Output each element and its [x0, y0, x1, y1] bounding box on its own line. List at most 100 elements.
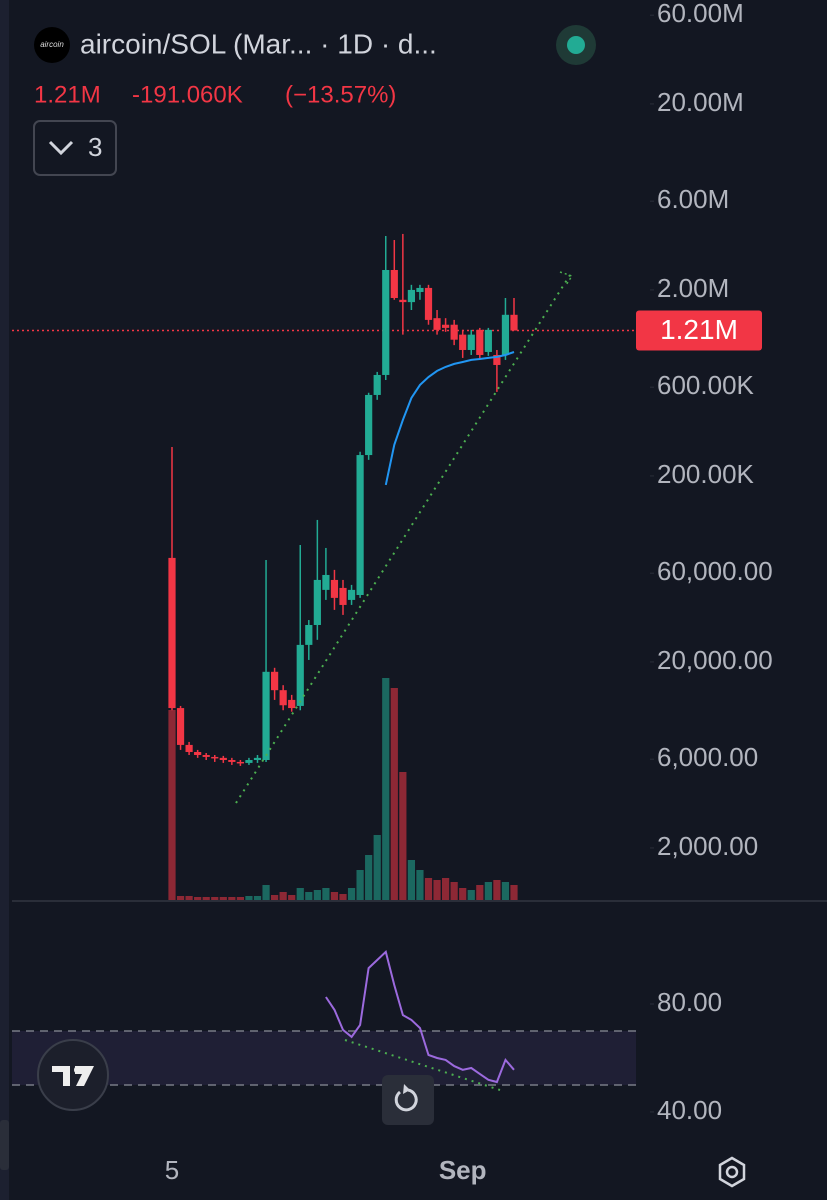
candle-body [185, 744, 193, 752]
volume-bar [253, 896, 262, 900]
candle-body [228, 760, 236, 762]
logo [34, 27, 70, 63]
left-handle[interactable] [0, 1120, 9, 1170]
x-tick-label: Sep [439, 1155, 487, 1185]
reset-button[interactable] [382, 1075, 434, 1125]
volume-bar [442, 878, 450, 900]
y-tick-label: 2,000.00 [657, 831, 758, 861]
volume-bar [305, 892, 313, 900]
candle-body [202, 755, 210, 757]
candle-body [459, 334, 467, 350]
volume-bar [365, 855, 373, 900]
tv-logo-mark [52, 1066, 94, 1086]
volume-bar [219, 897, 227, 900]
candle-body [365, 394, 373, 456]
volume-bar [424, 878, 433, 900]
status-dot [567, 36, 585, 54]
candle-body [168, 557, 176, 709]
candle-body [176, 708, 185, 745]
candle-body [245, 760, 253, 763]
candle-body [322, 574, 330, 590]
settings-icon[interactable] [718, 1156, 746, 1188]
volume-bar [313, 890, 321, 900]
volume-bar [390, 688, 398, 900]
y-tick-label: 6.00M [657, 184, 729, 214]
y-tick-label: 20.00M [657, 87, 744, 117]
rsi-band [12, 1030, 636, 1085]
candle-body [253, 757, 262, 761]
legend-change-pct: (−13.57%) [285, 81, 396, 108]
y-tick-label: 6,000.00 [657, 742, 758, 772]
candle-body [424, 287, 433, 320]
reset-icon [394, 1088, 418, 1112]
y-tick-label: 200.00K [657, 459, 755, 489]
volume-bar [168, 710, 176, 900]
candle-body [347, 589, 356, 600]
legend-price: 1.21M [34, 81, 101, 108]
volume-bar [450, 882, 458, 900]
candle-body [219, 757, 227, 761]
volume-bar [176, 896, 185, 900]
volume-bar [236, 897, 244, 900]
volume-bar [356, 870, 364, 900]
rsi-tick-label: 80.00 [657, 987, 722, 1017]
volume-bar [271, 895, 279, 900]
candle-body [339, 587, 347, 605]
y-tick-label: 20,000.00 [657, 645, 773, 675]
chevron-icon [48, 140, 74, 156]
volume-bar [501, 882, 510, 900]
legend-change: -191.060K [132, 81, 243, 108]
indicators-toggle[interactable] [33, 120, 117, 176]
settings-icon-center [725, 1165, 739, 1179]
volume-bar [399, 772, 407, 900]
candle-body [450, 324, 458, 340]
ma-line [384, 351, 515, 486]
tv-logo[interactable] [37, 1039, 109, 1111]
candle-body [501, 314, 510, 355]
candle-body [467, 334, 475, 350]
volume-bar [262, 885, 270, 900]
candle-body [305, 624, 313, 645]
indicators-count: 3 [88, 132, 102, 162]
volume-bar [322, 888, 330, 900]
tv-logo-dot [74, 1066, 82, 1074]
x-tick-label: 5 [165, 1155, 179, 1185]
candle-body [194, 751, 202, 756]
last-price-label: 1.21M [660, 314, 738, 345]
symbol-title[interactable]: aircoin/SOL (Mar... · 1D · d... [80, 28, 437, 59]
candle-body [390, 269, 398, 298]
volume-bar [484, 882, 492, 900]
volume-bar [288, 895, 296, 900]
candle-body [510, 314, 518, 331]
volume-bar [416, 870, 424, 900]
volume-bar [202, 897, 210, 900]
candle-body [279, 690, 287, 706]
candle-body [288, 699, 296, 709]
candle-body [433, 318, 441, 330]
candle-body [484, 329, 492, 352]
candle-body [407, 289, 415, 303]
candle-body [296, 644, 304, 706]
candle-body [271, 671, 279, 691]
candle-body [373, 374, 381, 395]
volume-bar [211, 897, 219, 900]
volume-bar [347, 888, 356, 900]
volume-bar [228, 897, 236, 900]
y-tick-label: 600.00K [657, 370, 755, 400]
y-tick-label: 60.00M [657, 0, 744, 28]
volume-bar [382, 678, 390, 900]
volume-bar [330, 892, 339, 900]
candle-body [262, 671, 270, 761]
volume-bar [185, 896, 193, 900]
left-strip [0, 0, 9, 1200]
candle-body [416, 287, 424, 292]
candle-body [330, 579, 339, 598]
candle-body [356, 455, 364, 596]
rsi-tick-label: 40.00 [657, 1095, 722, 1125]
volume-bar [373, 835, 381, 900]
candle-body [399, 299, 407, 303]
y-tick-label: 60,000.00 [657, 556, 773, 586]
logo-text: aircoin [40, 40, 64, 49]
